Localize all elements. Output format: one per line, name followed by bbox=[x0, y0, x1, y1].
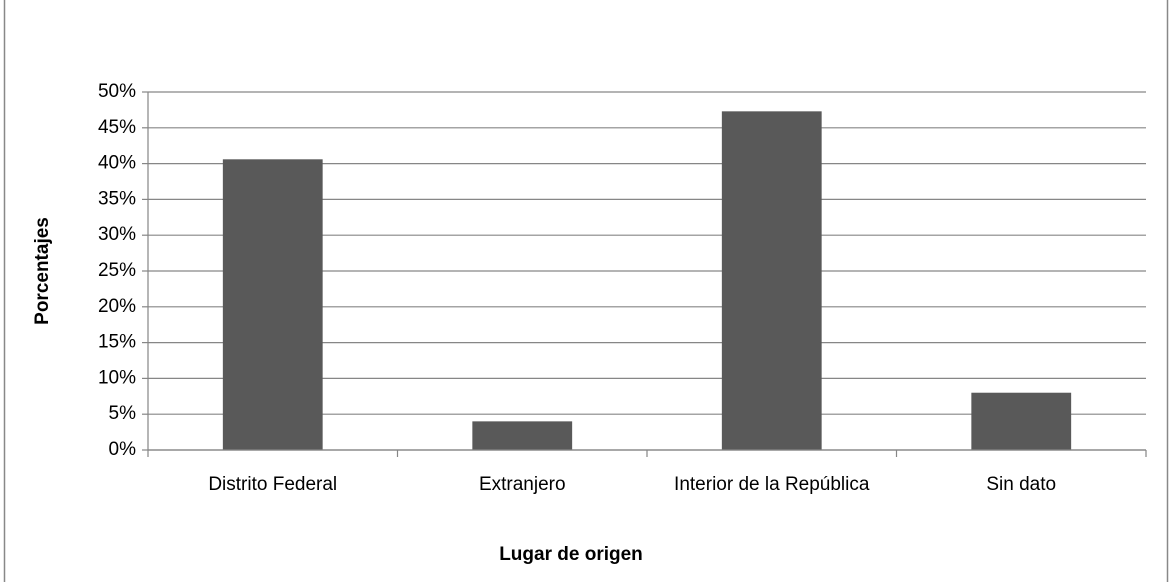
y-axis-title: Porcentajes bbox=[32, 217, 53, 325]
x-tick-label-box: Interior de la República bbox=[674, 474, 870, 495]
y-tick-label: 15% bbox=[98, 332, 136, 353]
bar bbox=[971, 392, 1072, 450]
x-tick-label: Sin dato bbox=[986, 474, 1057, 495]
bar bbox=[721, 111, 822, 450]
x-tick-label: Interior de la República bbox=[674, 474, 870, 495]
x-tick-label-box: Extranjero bbox=[478, 474, 566, 495]
y-tick-label: 45% bbox=[98, 117, 136, 138]
y-tick-label: 50% bbox=[98, 81, 136, 102]
bar bbox=[472, 421, 573, 450]
y-tick-label: 10% bbox=[98, 367, 136, 388]
x-tick-label-box: Distrito Federal bbox=[208, 474, 338, 495]
x-tick-label: Distrito Federal bbox=[208, 474, 338, 495]
chart-frame bbox=[3, 0, 1169, 582]
x-tick-label-box: Sin dato bbox=[986, 474, 1057, 495]
y-tick-label: 20% bbox=[98, 296, 136, 317]
y-tick-label: 25% bbox=[98, 260, 136, 281]
y-tick-label: 30% bbox=[98, 224, 136, 245]
x-axis-title: Lugar de origen bbox=[499, 544, 643, 565]
y-tick-label: 35% bbox=[98, 188, 136, 209]
y-tick-label: 0% bbox=[109, 439, 137, 460]
y-tick-label: 5% bbox=[109, 403, 137, 424]
x-tick-label: Extranjero bbox=[478, 474, 566, 495]
y-tick-label: 40% bbox=[98, 153, 136, 174]
bar bbox=[222, 159, 323, 450]
